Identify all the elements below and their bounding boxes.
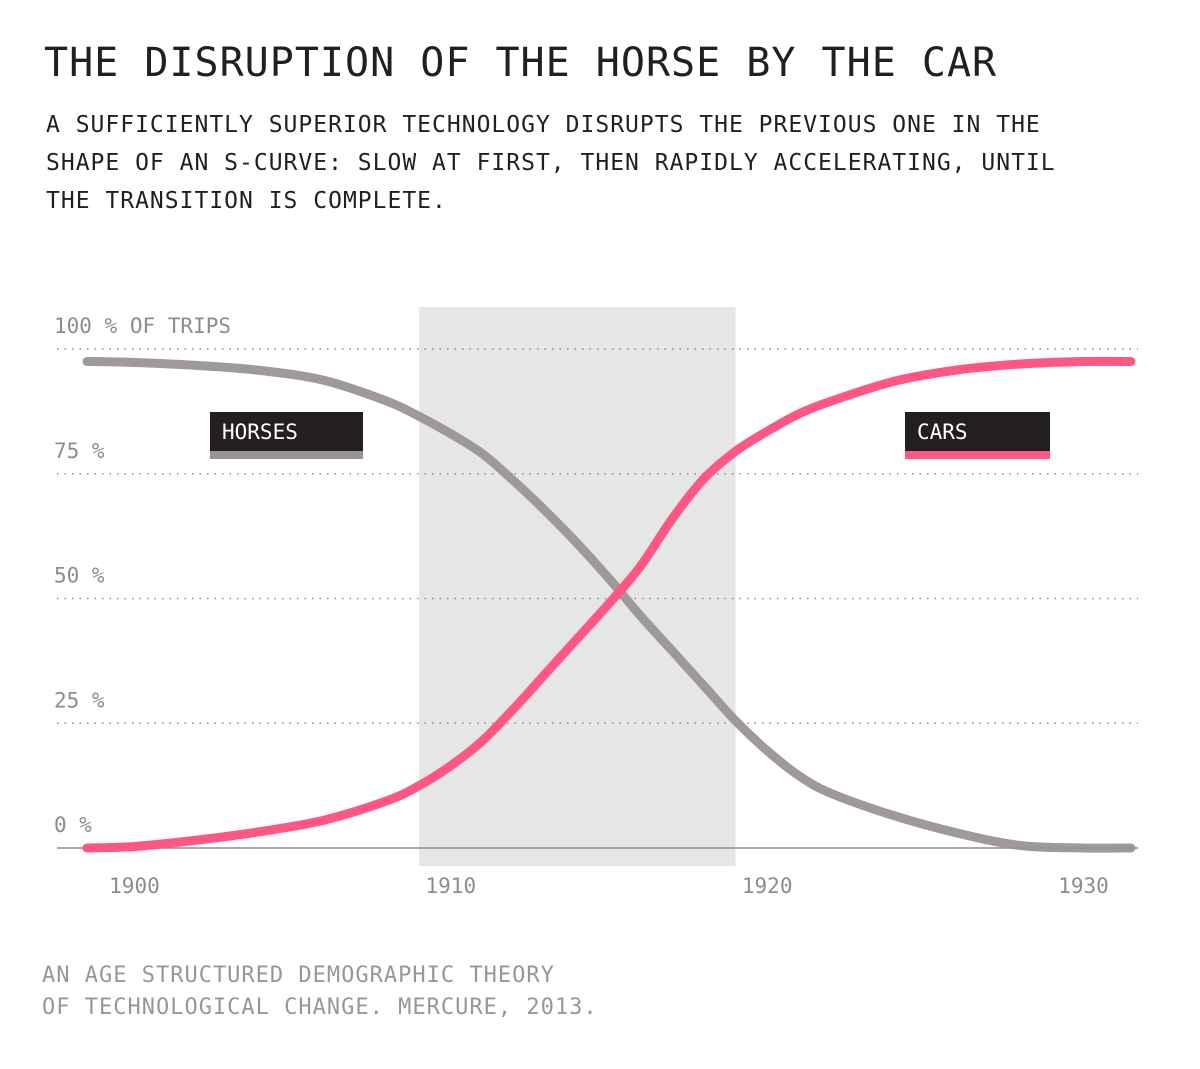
series-label-cars: CARS (917, 420, 968, 444)
x-tick-label: 1920 (742, 874, 793, 898)
series-label-horses-bg (210, 412, 363, 451)
series-label-cars-bg (905, 412, 1050, 451)
series-line-cars (82, 356, 1136, 853)
subtitle-line: THE TRANSITION IS COMPLETE. (46, 188, 447, 214)
subtitle-line: SHAPE OF AN S-CURVE: SLOW AT FIRST, THEN… (46, 150, 1056, 176)
y-tick-label: 75 % (54, 439, 105, 463)
chart-subtitle: A SUFFICIENTLY SUPERIOR TECHNOLOGY DISRU… (46, 106, 1146, 220)
x-tick-label: 1910 (426, 874, 477, 898)
series-label-cars-swatch (905, 451, 1050, 459)
series-label-horses: HORSES (222, 420, 298, 444)
series-label-horses-swatch (210, 451, 363, 459)
x-tick-label: 1900 (109, 874, 160, 898)
series-line-horses (82, 357, 1136, 853)
transition-highlight-band (419, 307, 736, 866)
source-line: OF TECHNOLOGICAL CHANGE. MERCURE, 2013. (42, 995, 598, 1020)
y-tick-label: 25 % (54, 688, 105, 712)
y-tick-label: 0 % (54, 813, 92, 837)
y-tick-label: 100 % OF TRIPS (54, 314, 231, 338)
x-tick-label: 1930 (1058, 874, 1109, 898)
source-citation: AN AGE STRUCTURED DEMOGRAPHIC THEORY OF … (42, 960, 598, 1024)
chart-title: THE DISRUPTION OF THE HORSE BY THE CAR (44, 40, 998, 86)
subtitle-line: A SUFFICIENTLY SUPERIOR TECHNOLOGY DISRU… (46, 112, 1041, 138)
source-line: AN AGE STRUCTURED DEMOGRAPHIC THEORY (42, 963, 555, 988)
y-tick-label: 50 % (54, 564, 105, 588)
